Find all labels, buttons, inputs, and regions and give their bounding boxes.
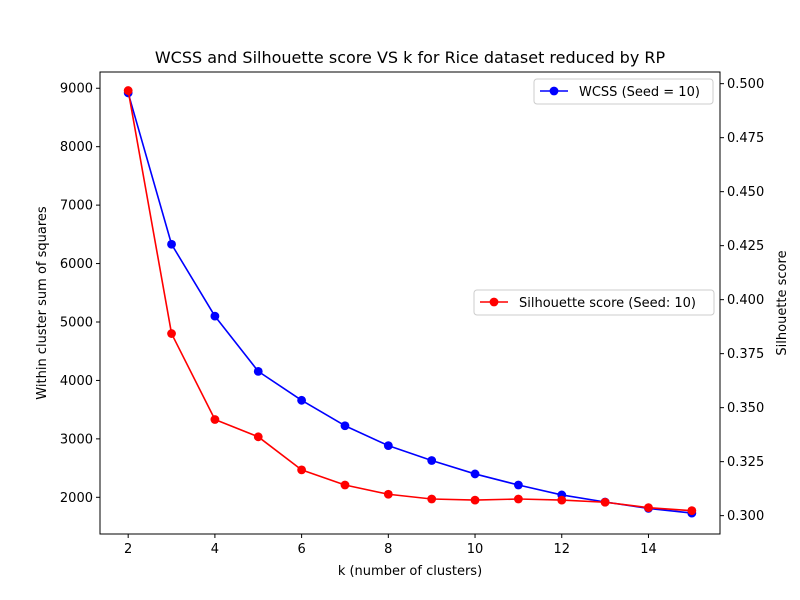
legend-silhouette-label: Silhouette score (Seed: 10) [519,296,696,311]
silhouette-line [127,90,692,512]
left-y-tick-label: 3000 [60,432,93,447]
x-tick-label: 6 [297,542,305,557]
wcss-point [297,395,307,405]
silhouette-point [557,495,567,505]
series-layer [123,86,697,518]
left-y-tick-label: 6000 [60,257,93,272]
silhouette-point [427,494,437,504]
wcss-point [210,311,220,321]
silhouette-point [687,506,697,516]
right-y-tick-label: 0.300 [727,509,764,524]
x-axis: 2 4 6 8 10 12 14 [124,534,657,557]
legend-silhouette-box [473,289,715,316]
wcss-point [470,469,480,479]
left-y-tick-label: 7000 [60,199,93,214]
legend-silhouette-marker [489,297,499,307]
x-tick-label: 8 [384,542,392,557]
silhouette-point [470,495,480,505]
left-y-axis: 2000 3000 4000 5000 6000 7000 8000 9000 [60,82,100,506]
right-y-tick-label: 0.325 [727,455,764,470]
legend-wcss-label: WCSS (Seed = 10) [579,85,700,100]
right-y-tick-label: 0.350 [727,401,764,416]
right-y-tick-label: 0.400 [727,293,764,308]
legend-wcss: WCSS (Seed = 10) [533,78,714,105]
silhouette-point [297,465,307,475]
silhouette-point [644,503,653,513]
left-y-tick-label: 9000 [60,82,93,97]
left-y-tick-label: 2000 [60,491,93,506]
left-y-tick-label: 5000 [60,315,93,330]
left-y-tick-label: 4000 [60,374,93,389]
wcss-point [513,480,523,490]
wcss-point [253,366,263,376]
silhouette-point [340,480,350,490]
chart-title: WCSS and Silhouette score VS k for Rice … [155,48,666,67]
silhouette-point [513,494,523,504]
left-y-tick-label: 8000 [60,140,93,155]
wcss-line [127,92,692,514]
x-tick-label: 2 [124,542,132,557]
plot-frame [99,71,721,535]
wcss-point [340,421,350,431]
x-tick-label: 4 [211,542,219,557]
left-y-axis-label: Within cluster sum of squares [35,206,50,400]
right-y-axis: 0.300 0.325 0.350 0.375 0.400 0.425 0.450 0.475… [720,77,764,524]
silhouette-point [600,497,610,507]
x-tick-label: 12 [553,542,570,557]
right-y-axis-label: Silhouette score [775,250,790,355]
silhouette-point [210,415,220,424]
right-y-tick-label: 0.375 [727,347,764,362]
wcss-point [427,456,437,465]
right-y-tick-label: 0.475 [727,131,764,146]
legend-silhouette: Silhouette score (Seed: 10) [473,289,715,316]
silhouette-point [167,329,176,338]
wcss-point [167,239,176,249]
x-axis-label: k (number of clusters) [338,564,482,579]
silhouette-point [123,86,133,95]
right-y-tick-label: 0.500 [727,77,764,92]
x-tick-label: 10 [467,542,484,557]
wcss-point [383,441,393,450]
right-y-tick-label: 0.450 [727,185,764,200]
silhouette-point [383,489,393,499]
x-tick-label: 14 [640,542,657,557]
legend-wcss-box [533,78,714,105]
right-y-tick-label: 0.425 [727,239,764,254]
silhouette-point [253,432,263,442]
legend-wcss-marker [549,86,559,96]
